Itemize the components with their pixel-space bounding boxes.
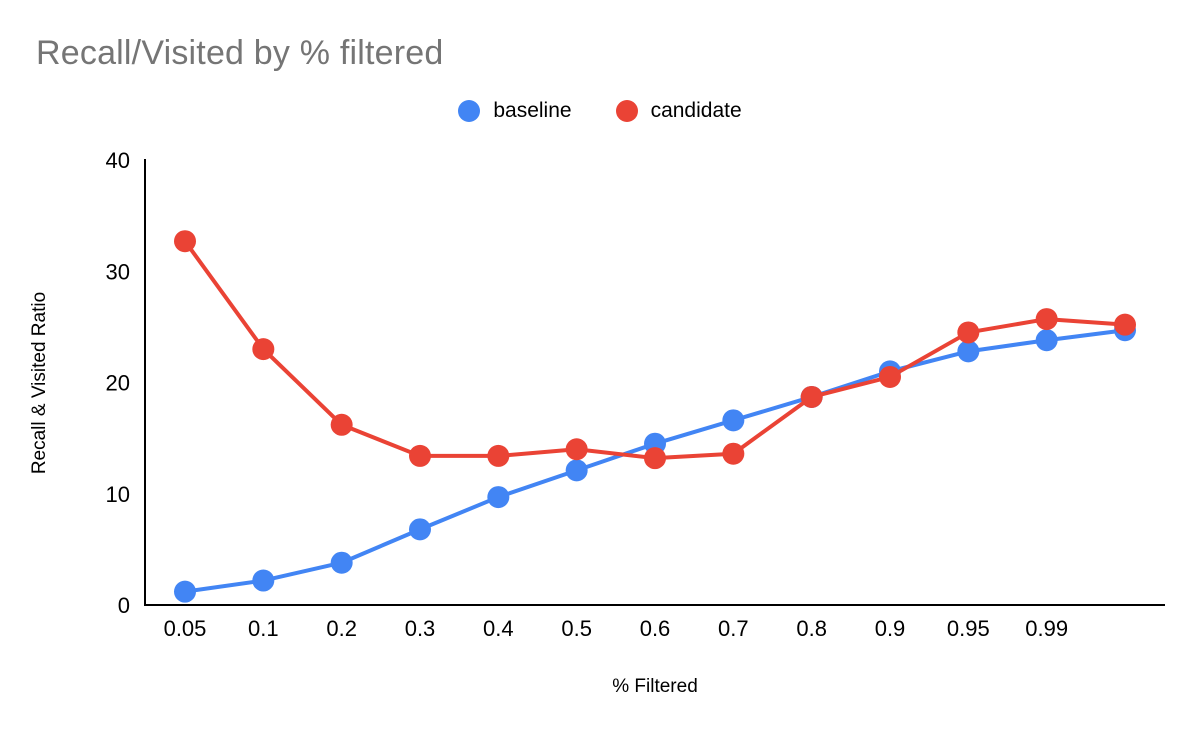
legend-label-baseline: baseline: [493, 99, 572, 122]
x-tick-label: 0.95: [947, 616, 990, 641]
data-point-candidate: [565, 438, 588, 461]
data-point-candidate: [487, 444, 510, 467]
x-axis-title: % Filtered: [612, 676, 698, 697]
data-point-candidate: [252, 338, 275, 361]
y-tick-label: 20: [106, 371, 130, 396]
data-point-baseline: [252, 569, 275, 592]
y-tick-label: 40: [106, 148, 130, 173]
x-tick-label: 0.7: [718, 616, 749, 641]
data-point-candidate: [409, 444, 431, 467]
x-tick-label: 0.4: [483, 616, 514, 641]
x-tick-label: 0.2: [326, 616, 357, 641]
y-tick-label: 10: [106, 482, 130, 507]
data-point-candidate: [722, 442, 745, 465]
data-point-baseline: [957, 340, 980, 363]
y-axis-title: Recall & Visited Ratio: [29, 291, 50, 475]
data-point-baseline: [1035, 329, 1058, 352]
data-point-candidate: [330, 413, 353, 436]
data-point-candidate: [1114, 313, 1136, 336]
data-point-candidate: [1035, 308, 1058, 331]
x-tick-label: 0.8: [796, 616, 827, 641]
data-point-candidate: [800, 385, 823, 408]
data-point-baseline: [174, 580, 196, 603]
data-point-baseline: [409, 518, 431, 541]
legend: baseline candidate: [0, 99, 1200, 123]
x-tick-label: 0.5: [561, 616, 592, 641]
data-point-baseline: [565, 459, 588, 482]
data-point-candidate: [644, 447, 666, 470]
data-point-baseline: [487, 486, 510, 509]
y-tick-label: 30: [106, 259, 130, 284]
legend-label-candidate: candidate: [650, 99, 742, 122]
x-tick-label: 0.6: [640, 616, 671, 641]
x-tick-label: 0.1: [248, 616, 279, 641]
x-tick-label: 0.3: [405, 616, 436, 641]
y-tick-label: 0: [118, 593, 130, 618]
data-point-candidate: [174, 230, 196, 253]
legend-marker-candidate: [615, 100, 638, 122]
data-point-baseline: [330, 551, 353, 574]
legend-item-baseline: baseline: [458, 99, 572, 123]
legend-item-candidate: candidate: [615, 99, 742, 123]
chart-title: Recall/Visited by % filtered: [36, 34, 444, 72]
data-point-baseline: [722, 409, 745, 432]
x-tick-label: 0.05: [164, 616, 207, 641]
data-point-candidate: [879, 365, 901, 388]
x-tick-label: 0.99: [1025, 616, 1068, 641]
x-tick-label: 0.9: [875, 616, 906, 641]
data-point-candidate: [957, 321, 980, 344]
legend-marker-baseline: [458, 100, 481, 122]
